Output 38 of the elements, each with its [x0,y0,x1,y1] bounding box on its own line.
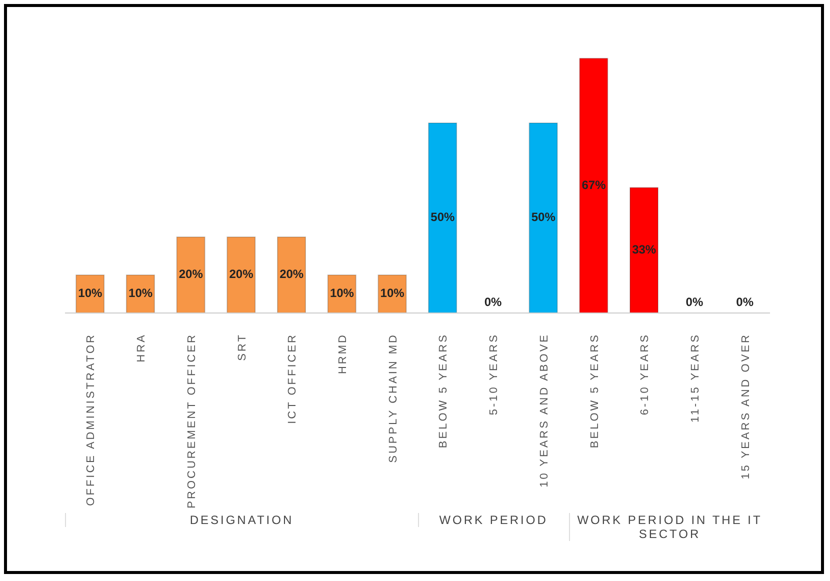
bar [579,58,608,314]
bar [428,122,458,314]
x-tick-label: 10 YEARS AND ABOVE [538,333,550,488]
x-tick-label: 11-15 YEARS [689,333,702,422]
bar [277,236,306,314]
data-label: 0% [736,295,754,310]
data-label: 0% [686,295,704,310]
data-label: 10% [78,286,103,300]
data-label: 20% [280,267,304,282]
x-tick-label: HRMD [336,333,349,374]
data-label: 20% [178,267,204,282]
data-label: 10% [380,286,405,300]
bar [226,236,256,314]
text: WORK PERIOD [418,513,569,527]
data-label: 20% [229,267,254,282]
x-tick-label: BELOW 5 YEARS [438,333,450,448]
text: DESIGNATION [65,513,418,527]
bar [630,187,659,314]
x-tick-label: 5-10 YEARS [488,333,500,416]
x-tick-label: 6-10 YEARS [639,333,652,416]
data-label: 10% [330,286,354,300]
data-label: 0% [484,295,502,310]
bar [176,236,206,314]
x-tick-label: SRT [236,333,248,361]
x-tick-label: OFFICE ADMINISTRATOR [85,333,98,506]
data-label: 33% [632,242,656,256]
x-tick-label: 15 YEARS AND OVER [740,333,752,480]
data-label: 10% [128,286,153,300]
data-label: 50% [531,210,556,224]
bar [528,122,558,314]
x-tick-label: SUPPLY CHAIN MD [387,333,400,463]
x-tick-label: HRA [136,333,148,362]
data-label: 50% [430,210,456,224]
x-tick-label: ICT OFFICER [286,333,299,424]
x-tick-label: BELOW 5 YEARS [588,333,601,448]
data-label: 67% [582,178,606,192]
x-tick-label: PROCUREMENT OFFICER [186,333,198,508]
text: WORK PERIOD IN THE IT SECTOR [568,513,770,541]
